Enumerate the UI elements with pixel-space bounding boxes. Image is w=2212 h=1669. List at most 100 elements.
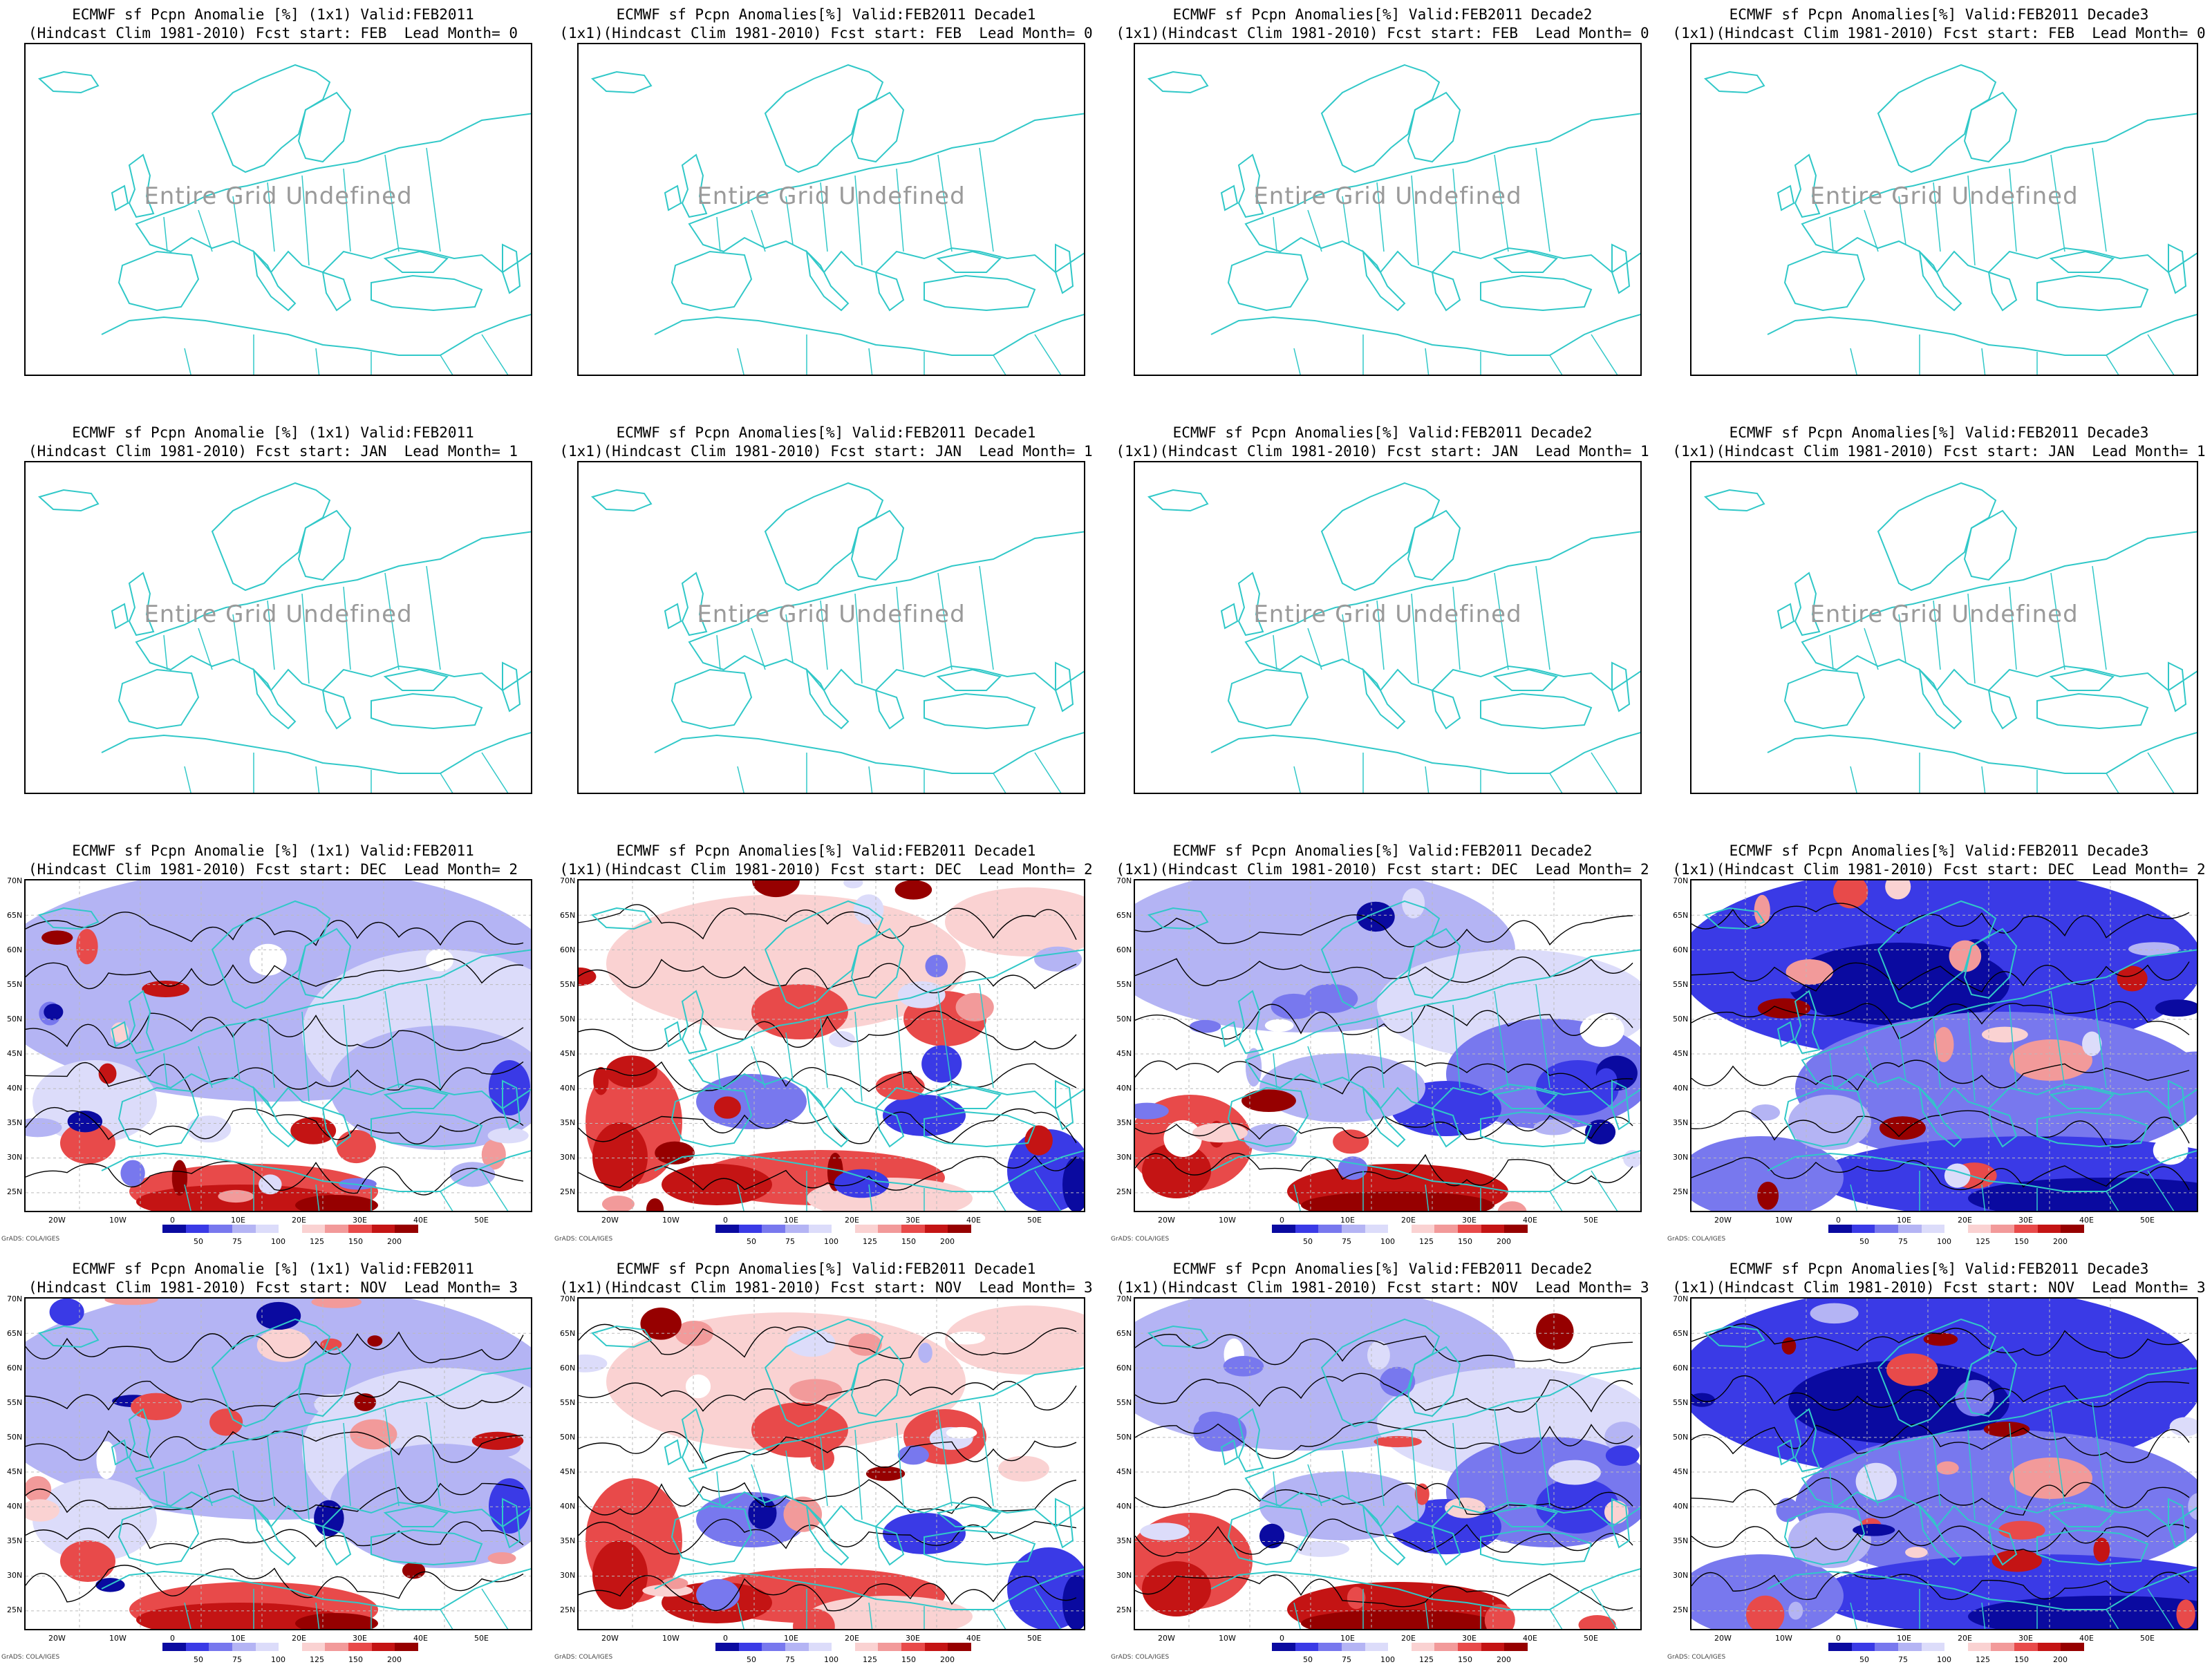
map-canvas <box>590 64 1084 375</box>
anomaly-patch <box>1189 1019 1221 1033</box>
country-border <box>820 1436 828 1507</box>
country-border <box>1850 1184 1857 1211</box>
anomaly-patch <box>947 1331 986 1345</box>
lat-tick-label: 55N <box>1673 980 1689 989</box>
country-border <box>1549 1191 1563 1211</box>
map-panel: ECMWF sf Pcpn Anomalies[%] Valid:FEB2011… <box>1109 836 1656 1251</box>
coastline <box>128 572 155 637</box>
anomaly-patch <box>1536 1313 1574 1350</box>
coastline <box>1801 531 2197 692</box>
country-border <box>1273 1471 1277 1507</box>
lat-tick-label: 55N <box>1116 980 1132 989</box>
coastline <box>850 509 905 581</box>
anomaly-patch <box>713 1096 741 1119</box>
colorbar-swatch <box>2037 1643 2061 1651</box>
anomaly-patch <box>49 1299 84 1326</box>
colorbar-swatch <box>1944 1225 1969 1233</box>
colorbar-tick-label: 150 <box>2014 1655 2029 1664</box>
country-border <box>1273 634 1277 670</box>
country-border <box>2092 983 2107 1088</box>
contour-line <box>26 958 524 990</box>
coastline <box>1918 1504 1962 1566</box>
map-frame: Entire Grid Undefined <box>1690 43 2198 376</box>
colorbar-tick-label: 125 <box>863 1655 877 1664</box>
anomaly-patch <box>1981 1026 2028 1043</box>
country-border <box>440 355 453 375</box>
coastline <box>2036 1111 2149 1148</box>
credit-label: GrADS: COLA/IGES <box>1667 1654 1726 1661</box>
lat-tick-label: 50N <box>1673 1433 1689 1442</box>
lon-tick-label: 40E <box>2079 1216 2094 1225</box>
lon-tick-label: 50E <box>1584 1634 1598 1643</box>
panel-title: ECMWF sf Pcpn Anomalies[%] Valid:FEB2011… <box>1666 424 2212 461</box>
colorbar-swatch <box>1318 1225 1342 1233</box>
map-canvas <box>1691 1299 2197 1629</box>
colorbar-swatch <box>1967 1225 1991 1233</box>
anomaly-patch <box>32 1478 157 1561</box>
country-border <box>384 154 400 252</box>
coastline <box>383 250 449 273</box>
country-border <box>1535 565 1550 670</box>
colorbar-tick-label: 75 <box>785 1237 795 1246</box>
anomaly-patch <box>402 1562 426 1579</box>
country-border <box>2147 752 2175 793</box>
colorbar-tick-label: 50 <box>747 1237 756 1246</box>
colorbar-swatch <box>1897 1643 1922 1651</box>
country-border <box>440 1609 453 1629</box>
colorbar-tick-label: 200 <box>940 1655 955 1664</box>
country-border <box>854 1011 863 1102</box>
coastline <box>2168 661 2187 713</box>
anomaly-patch <box>425 949 454 972</box>
coastline <box>383 668 449 691</box>
lat-tick-label: 65N <box>7 1329 23 1338</box>
colorbar-swatch <box>1341 1643 1366 1651</box>
coastline <box>383 1505 449 1527</box>
lat-tick-label: 60N <box>7 945 23 954</box>
map-canvas <box>1135 880 1640 1211</box>
colorbar-swatch <box>1875 1225 1899 1233</box>
coastline <box>1492 250 1558 273</box>
map-panel: ECMWF sf Pcpn Anomalies[%] Valid:FEB2011… <box>553 836 1099 1251</box>
lat-tick-label: 45N <box>1673 1467 1689 1476</box>
country-border <box>1829 1471 1834 1507</box>
anomaly-patch <box>783 1496 823 1532</box>
lon-tick-label: 0 <box>1836 1216 1841 1225</box>
coastline <box>805 1086 850 1148</box>
credit-label: GrADS: COLA/IGES <box>1 1654 60 1661</box>
country-border <box>1452 168 1461 252</box>
contour-line <box>1135 1153 1633 1187</box>
coastline <box>1611 1079 1631 1131</box>
country-border <box>716 1471 721 1507</box>
country-border <box>343 1004 351 1088</box>
country-border <box>267 182 275 252</box>
map-panel: ECMWF sf Pcpn Anomalies[%] Valid:FEB2011… <box>553 0 1099 415</box>
lon-tick-label: 20W <box>1158 1216 1175 1225</box>
anomaly-patch <box>601 1196 635 1211</box>
anomaly-patch <box>367 1335 383 1347</box>
colorbar-swatch <box>2014 1225 2038 1233</box>
contour-line <box>1135 1573 1633 1611</box>
panel-title: ECMWF sf Pcpn Anomalies[%] Valid:FEB2011… <box>1666 1260 2212 1297</box>
country-border <box>232 1450 241 1500</box>
country-border <box>751 628 766 670</box>
anomaly-patch <box>336 1129 376 1164</box>
lat-tick-label: 25N <box>1673 1187 1689 1196</box>
coastline <box>805 668 850 730</box>
coastline <box>211 482 331 592</box>
lat-tick-label: 65N <box>560 1329 576 1338</box>
lat-tick-label: 50N <box>1116 1433 1132 1442</box>
lat-tick-label: 25N <box>7 1605 23 1614</box>
coastline <box>1794 153 1821 218</box>
country-border <box>937 154 953 252</box>
anomaly-patch <box>1781 1337 1797 1355</box>
colorbar-swatch <box>738 1643 762 1651</box>
lon-tick-label: 30E <box>906 1634 920 1643</box>
country-border <box>1293 766 1301 793</box>
contour-line <box>26 1331 524 1364</box>
credit-label: GrADS: COLA/IGES <box>1667 1236 1726 1243</box>
country-border <box>1850 348 1857 375</box>
colorbar-swatch <box>762 1643 786 1651</box>
coastline <box>874 1107 905 1148</box>
coastline <box>1055 1079 1074 1131</box>
coastline <box>371 1529 483 1566</box>
